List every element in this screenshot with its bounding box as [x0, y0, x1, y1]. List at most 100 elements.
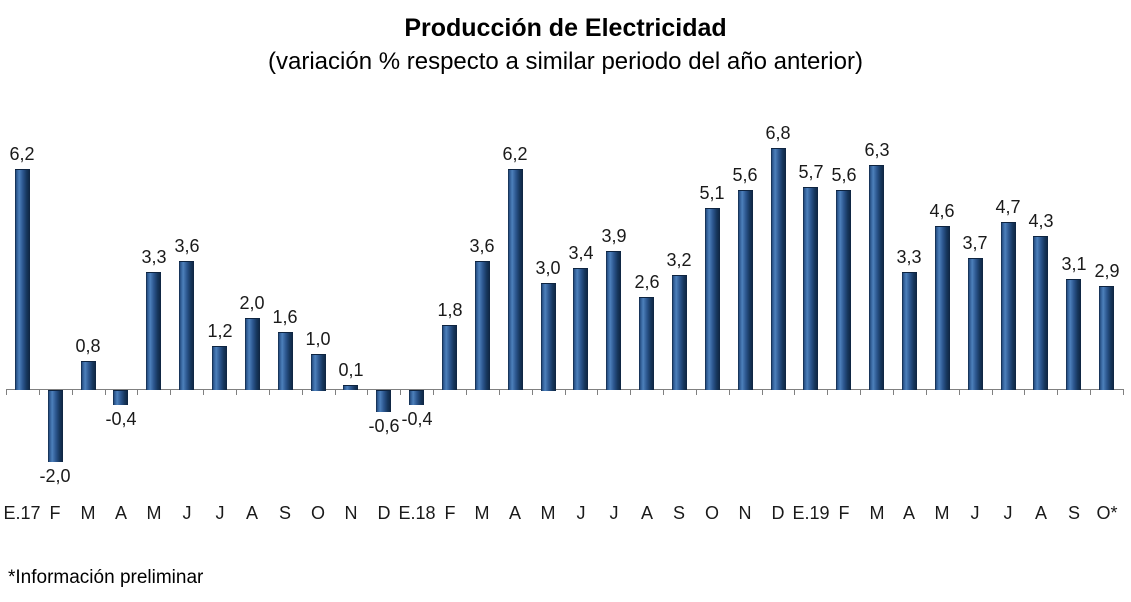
- bar: [1001, 222, 1016, 390]
- bar-value-label: -0,4: [105, 409, 137, 429]
- bar: [1066, 279, 1081, 390]
- x-axis-tick: [1123, 390, 1124, 395]
- bar: [343, 385, 358, 390]
- bar-value-label: 4,7: [995, 197, 1021, 217]
- bar: [968, 258, 983, 390]
- x-axis-tick: [532, 390, 533, 395]
- bar: [475, 261, 490, 390]
- x-axis-label: J: [970, 503, 980, 523]
- bar: [311, 354, 326, 391]
- x-axis-label: O*: [1096, 503, 1118, 523]
- bar: [442, 325, 457, 390]
- bar-value-label: 4,6: [929, 201, 955, 221]
- bar-value-label: 3,7: [962, 233, 988, 253]
- bar: [541, 283, 556, 391]
- x-axis-label: N: [738, 503, 752, 523]
- x-axis-line: [6, 389, 1124, 390]
- x-axis-label: J: [609, 503, 619, 523]
- bar: [672, 275, 687, 390]
- x-axis-tick: [1090, 390, 1091, 395]
- x-axis-label: F: [444, 503, 456, 523]
- x-axis-label: M: [474, 503, 490, 523]
- x-axis-label: J: [215, 503, 225, 523]
- x-axis-label: M: [934, 503, 950, 523]
- bar-value-label: 3,6: [469, 236, 495, 256]
- bar-value-label: 3,6: [174, 236, 200, 256]
- x-axis-tick: [893, 390, 894, 395]
- x-axis-tick: [170, 390, 171, 395]
- x-axis-label: A: [1034, 503, 1047, 523]
- bar: [836, 190, 851, 390]
- x-axis-label: S: [672, 503, 685, 523]
- bar: [1099, 286, 1114, 390]
- x-axis-label: M: [540, 503, 556, 523]
- bar-value-label: 4,3: [1028, 211, 1054, 231]
- bar: [15, 169, 30, 390]
- x-axis-label: A: [245, 503, 258, 523]
- x-axis-label: O: [310, 503, 325, 523]
- x-axis-tick: [433, 390, 434, 395]
- bar-value-label: 5,6: [732, 165, 758, 185]
- x-axis-tick: [269, 390, 270, 395]
- x-axis-tick: [39, 390, 40, 395]
- x-axis-label: D: [377, 503, 391, 523]
- x-axis-tick: [367, 390, 368, 395]
- x-axis-tick: [827, 390, 828, 395]
- x-axis-label: F: [49, 503, 61, 523]
- bar: [1033, 236, 1048, 390]
- x-axis-tick: [597, 390, 598, 395]
- bar: [278, 332, 293, 390]
- bar-value-label: 2,0: [239, 293, 265, 313]
- x-axis-label: N: [344, 503, 358, 523]
- bar-value-label: -2,0: [39, 466, 71, 486]
- x-axis-label: A: [902, 503, 915, 523]
- bar-value-label: 1,0: [305, 329, 331, 349]
- bar-value-label: 6,8: [765, 123, 791, 143]
- x-axis-tick: [137, 390, 138, 395]
- x-axis-tick: [729, 390, 730, 395]
- x-axis-tick: [794, 390, 795, 395]
- x-axis-tick: [663, 390, 664, 395]
- bar: [376, 390, 391, 412]
- x-axis-label: M: [869, 503, 885, 523]
- x-axis-label: J: [1003, 503, 1013, 523]
- x-axis-tick: [499, 390, 500, 395]
- x-axis-label: E.18: [398, 503, 436, 523]
- bar-value-label: 0,1: [338, 360, 364, 380]
- bar: [606, 251, 621, 390]
- x-axis-label: A: [508, 503, 521, 523]
- bar-value-label: 3,1: [1061, 254, 1087, 274]
- bar-value-label: 3,2: [666, 250, 692, 270]
- x-axis-tick: [236, 390, 237, 395]
- chart-title: Producción de Electricidad: [404, 14, 727, 42]
- bar-value-label: 3,3: [141, 247, 167, 267]
- x-axis-label: J: [182, 503, 192, 523]
- bar: [935, 226, 950, 390]
- bar-value-label: 6,3: [864, 140, 890, 160]
- x-axis-tick: [696, 390, 697, 395]
- bar-value-label: 3,4: [568, 243, 594, 263]
- bar-value-label: 6,2: [502, 144, 528, 164]
- x-axis-label: J: [576, 503, 586, 523]
- footnote: *Información preliminar: [8, 567, 204, 588]
- bar-value-label: 2,6: [634, 272, 660, 292]
- bar-value-label: -0,6: [368, 416, 400, 436]
- x-axis-tick: [400, 390, 401, 395]
- bar: [771, 148, 786, 390]
- bar-value-label: 3,9: [601, 226, 627, 246]
- bar-value-label: 3,0: [535, 258, 561, 278]
- chart-subtitle: (variación % respecto a similar periodo …: [268, 48, 863, 75]
- x-axis-label: A: [114, 503, 127, 523]
- bar: [81, 361, 96, 390]
- bar: [245, 318, 260, 390]
- bar-value-label: 1,8: [437, 300, 463, 320]
- bar-value-label: -0,4: [401, 409, 433, 429]
- bar: [639, 297, 654, 390]
- x-axis-tick: [762, 390, 763, 395]
- bar: [146, 272, 161, 390]
- bar-value-label: 2,9: [1094, 261, 1120, 281]
- bar: [409, 390, 424, 405]
- x-axis-tick: [992, 390, 993, 395]
- bar: [48, 390, 63, 462]
